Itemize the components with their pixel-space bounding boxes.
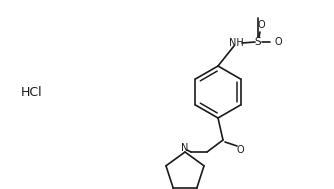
Text: NH: NH bbox=[229, 38, 243, 48]
Text: O: O bbox=[274, 37, 282, 47]
Text: O: O bbox=[236, 145, 244, 155]
Text: N: N bbox=[181, 143, 189, 153]
Text: HCl: HCl bbox=[21, 85, 43, 98]
Text: O: O bbox=[257, 20, 265, 30]
Text: S: S bbox=[255, 37, 261, 47]
